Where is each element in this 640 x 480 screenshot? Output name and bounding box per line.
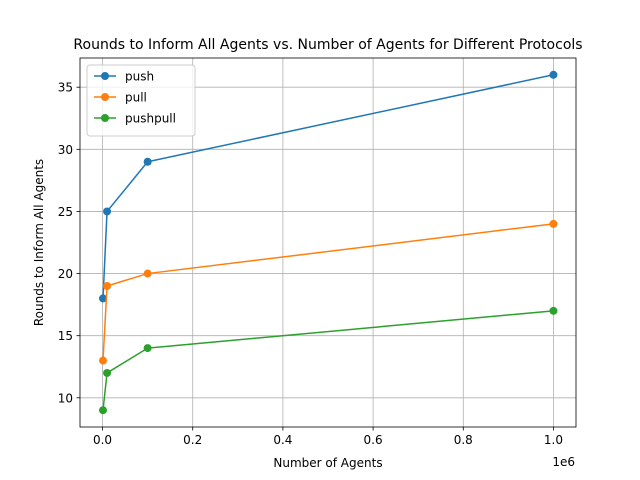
- chart-title: Rounds to Inform All Agents vs. Number o…: [73, 37, 582, 53]
- series-pushpull: [98, 306, 558, 415]
- data-point-push: [103, 207, 112, 216]
- data-point-pushpull: [103, 368, 112, 377]
- legend-item-pull: pull: [94, 91, 147, 105]
- series-pull: [98, 219, 558, 365]
- data-point-pull: [103, 281, 112, 290]
- data-point-push: [549, 70, 558, 79]
- series-push: [98, 70, 558, 303]
- data-point-pushpull: [549, 306, 558, 315]
- series-line-push: [102, 74, 554, 299]
- series-line-pushpull: [102, 310, 554, 411]
- x-axis: 0.0 0.2 0.4 0.6 0.8 1.0: [93, 427, 563, 447]
- plot-frame: [79, 57, 577, 428]
- grid: [80, 58, 576, 427]
- legend-label: pull: [125, 91, 147, 105]
- legend-item-pushpull: pushpull: [94, 112, 176, 126]
- y-axis-label: Rounds to Inform All Agents: [32, 159, 46, 326]
- data-point-pushpull: [98, 406, 107, 415]
- legend-label: pushpull: [125, 112, 176, 126]
- x-tick-label: 0.0: [93, 433, 112, 447]
- y-tick-label: 35: [58, 81, 73, 95]
- legend-item-push: push: [94, 70, 154, 84]
- y-axis: 10 15 20 25 30 35: [58, 81, 80, 405]
- data-point-pull: [549, 219, 558, 228]
- data-point-push: [143, 157, 152, 166]
- x-tick-label: 0.8: [454, 433, 473, 447]
- legend-swatch-marker: [101, 72, 109, 80]
- x-tick-label: 0.4: [273, 433, 292, 447]
- legend-label: push: [125, 70, 154, 84]
- series-line-pull: [102, 223, 554, 361]
- series-layer: [98, 70, 558, 415]
- x-tick-label: 0.6: [364, 433, 383, 447]
- x-axis-offset-label: 1e6: [552, 455, 575, 469]
- y-tick-label: 10: [58, 391, 73, 405]
- data-point-pull: [98, 356, 107, 365]
- legend-swatch-marker: [101, 93, 109, 101]
- data-point-pull: [143, 269, 152, 278]
- x-axis-label: Number of Agents: [273, 456, 382, 470]
- x-tick-label: 1.0: [544, 433, 563, 447]
- y-tick-label: 20: [58, 267, 73, 281]
- x-tick-label: 0.2: [183, 433, 202, 447]
- legend-swatch-marker: [101, 114, 109, 122]
- y-tick-label: 15: [58, 329, 73, 343]
- data-point-pushpull: [143, 344, 152, 353]
- data-point-push: [98, 294, 107, 303]
- y-tick-label: 30: [58, 143, 73, 157]
- y-tick-label: 25: [58, 205, 73, 219]
